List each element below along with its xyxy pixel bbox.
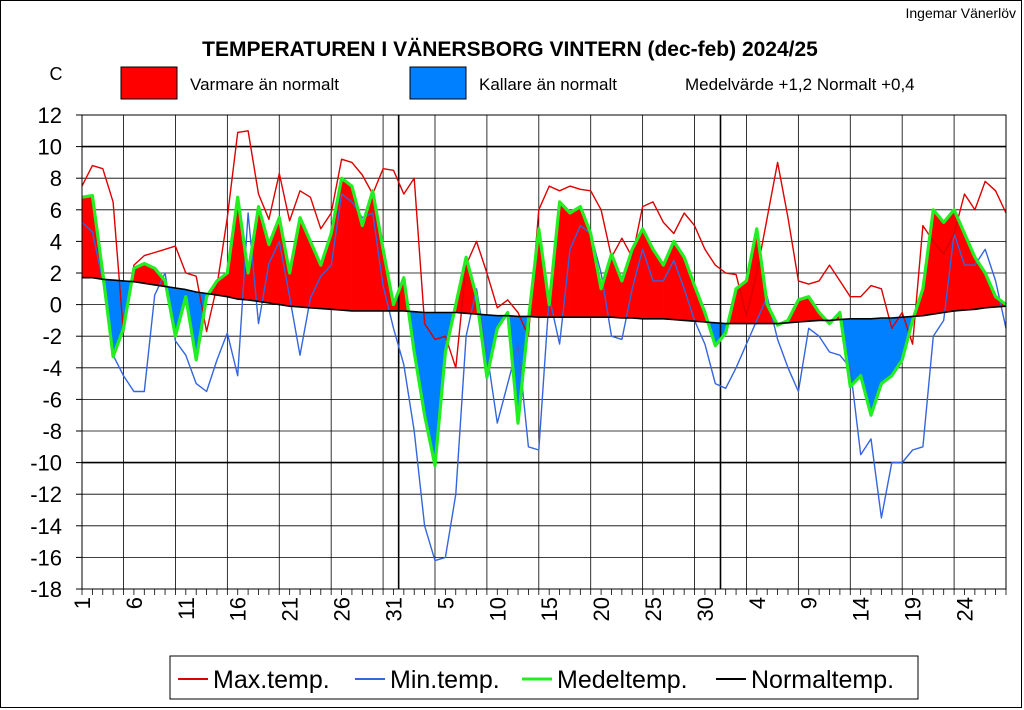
- legend-warm-label: Varmare än normalt: [190, 75, 339, 94]
- x-tick-label: 24: [952, 597, 977, 621]
- y-tick-label: -12: [30, 482, 62, 507]
- legend-max-label: Max.temp.: [213, 666, 330, 694]
- x-tick-label: 15: [537, 597, 562, 621]
- y-tick-label: -10: [30, 451, 62, 476]
- x-tick-label: 25: [641, 597, 666, 621]
- y-tick-label: -4: [42, 356, 62, 381]
- y-tick-label: 8: [50, 166, 62, 191]
- legend-cold-label: Kallare än normalt: [479, 75, 617, 94]
- legend-mean-label: Medeltemp.: [557, 666, 688, 694]
- legend-normal-label: Normaltemp.: [751, 666, 894, 694]
- x-tick-label: 21: [278, 597, 303, 621]
- normal-temp-line: [82, 276, 1007, 325]
- plot-border: [81, 114, 1007, 590]
- warm-anomaly-area: [81, 195, 93, 278]
- warm-anomaly-area: [933, 209, 944, 315]
- x-tick-label: 20: [589, 597, 614, 621]
- x-tick-label: 16: [226, 597, 251, 621]
- y-tick-label: -8: [42, 419, 62, 444]
- legend-warm-swatch: [120, 66, 178, 100]
- x-tick-label: 31: [381, 597, 406, 621]
- y-tick-label: -16: [30, 545, 62, 570]
- x-tick-label: 4: [745, 597, 770, 609]
- y-tick-label: 12: [38, 103, 62, 128]
- x-tick-label: 14: [849, 597, 874, 621]
- y-tick-label: -18: [30, 577, 62, 602]
- y-tick-label: -14: [30, 514, 62, 539]
- x-tick-label: 11: [174, 597, 199, 620]
- unit-label: C: [50, 64, 63, 84]
- legend-min-label: Min.temp.: [390, 666, 500, 694]
- y-tick-label: -2: [42, 324, 62, 349]
- min-temp-line: [81, 193, 1007, 562]
- x-tick-label: 10: [485, 597, 510, 621]
- x-tick-label: 19: [901, 597, 926, 621]
- legend-cold-swatch: [409, 66, 467, 100]
- x-tick-label: 5: [433, 597, 458, 609]
- x-tick-label: 26: [330, 597, 355, 621]
- warm-anomaly-area: [943, 209, 955, 313]
- x-tick-label: 1: [70, 597, 95, 609]
- y-tick-label: 2: [50, 261, 62, 286]
- x-tick-label: 6: [122, 597, 147, 609]
- max-temp-line: [81, 130, 1007, 369]
- mean-temp-line: [81, 176, 1007, 468]
- warm-anomaly-area: [569, 206, 581, 318]
- y-tick-label: 0: [50, 293, 62, 318]
- x-tick-label: 30: [693, 597, 718, 621]
- author-credit: Ingemar Vänerlöv: [905, 5, 1016, 21]
- warm-anomaly-area: [621, 249, 633, 319]
- y-tick-label: 6: [50, 198, 62, 223]
- x-tick-label: 9: [797, 597, 822, 609]
- chart-title: TEMPERATUREN I VÄNERSBORG VINTERN (dec-f…: [202, 38, 818, 61]
- y-tick-label: 10: [38, 135, 62, 160]
- y-tick-label: 4: [50, 229, 62, 254]
- y-tick-label: -6: [42, 387, 62, 412]
- stats-text: Medelvärde +1,2 Normalt +0,4: [685, 75, 915, 94]
- cold-anomaly-area: [881, 317, 893, 385]
